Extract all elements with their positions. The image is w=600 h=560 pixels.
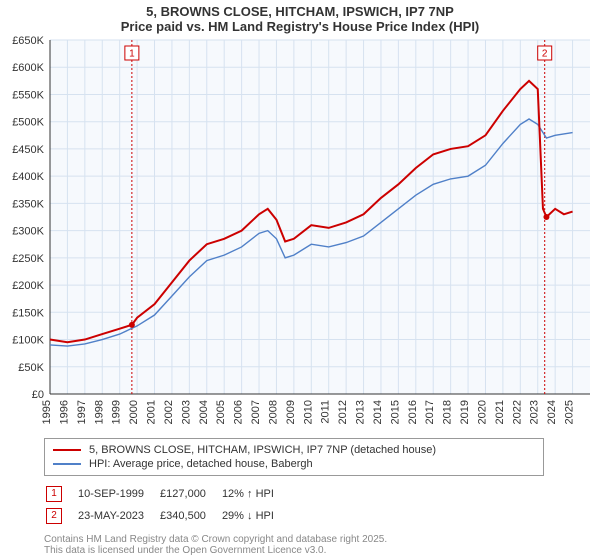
svg-text:2: 2 <box>542 49 548 60</box>
svg-text:£650K: £650K <box>12 35 44 47</box>
sale-row: 2 23-MAY-2023£340,50029% ↓ HPI <box>46 506 288 526</box>
svg-text:2017: 2017 <box>424 400 436 424</box>
sale-price: £127,000 <box>160 484 220 504</box>
sale-row: 1 10-SEP-1999£127,00012% ↑ HPI <box>46 484 288 504</box>
sale-delta: 29% ↓ HPI <box>222 506 288 526</box>
svg-text:2010: 2010 <box>302 400 314 424</box>
svg-text:1998: 1998 <box>93 400 105 424</box>
svg-text:2007: 2007 <box>250 400 262 424</box>
svg-text:2020: 2020 <box>476 400 488 424</box>
legend-label: 5, BROWNS CLOSE, HITCHAM, IPSWICH, IP7 7… <box>89 444 436 456</box>
sale-date: 10-SEP-1999 <box>78 484 158 504</box>
svg-text:2014: 2014 <box>372 400 384 424</box>
svg-text:2011: 2011 <box>320 400 332 424</box>
legend-row: HPI: Average price, detached house, Babe… <box>53 457 535 471</box>
svg-text:2015: 2015 <box>389 400 401 424</box>
svg-text:2006: 2006 <box>233 400 245 424</box>
svg-text:£500K: £500K <box>12 117 44 129</box>
svg-text:£300K: £300K <box>12 226 44 238</box>
svg-text:2005: 2005 <box>215 400 227 424</box>
svg-text:2024: 2024 <box>546 400 558 424</box>
legend-swatch <box>53 463 81 464</box>
svg-text:2004: 2004 <box>198 400 210 424</box>
svg-text:£350K: £350K <box>12 198 44 210</box>
legend-label: HPI: Average price, detached house, Babe… <box>89 458 313 470</box>
svg-text:1997: 1997 <box>76 400 88 424</box>
svg-text:£200K: £200K <box>12 280 44 292</box>
svg-text:2021: 2021 <box>494 400 506 424</box>
svg-text:2009: 2009 <box>285 400 297 424</box>
page-title-line1: 5, BROWNS CLOSE, HITCHAM, IPSWICH, IP7 7… <box>0 4 600 19</box>
legend-swatch <box>53 449 81 451</box>
sale-delta: 12% ↑ HPI <box>222 484 288 504</box>
svg-text:2019: 2019 <box>459 400 471 424</box>
svg-text:£0: £0 <box>32 389 44 401</box>
legend-row: 5, BROWNS CLOSE, HITCHAM, IPSWICH, IP7 7… <box>53 443 535 457</box>
svg-text:2003: 2003 <box>180 400 192 424</box>
svg-text:2012: 2012 <box>337 400 349 424</box>
svg-text:£400K: £400K <box>12 171 44 183</box>
copyright-notice: Contains HM Land Registry data © Crown c… <box>44 534 600 556</box>
sale-badge: 1 <box>46 486 62 502</box>
svg-text:1: 1 <box>129 49 135 60</box>
svg-text:1996: 1996 <box>58 400 70 424</box>
svg-text:£550K: £550K <box>12 89 44 101</box>
sale-date: 23-MAY-2023 <box>78 506 158 526</box>
sales-table: 1 10-SEP-1999£127,00012% ↑ HPI 2 23-MAY-202… <box>44 482 290 528</box>
copyright-line: This data is licensed under the Open Gov… <box>44 545 600 556</box>
sale-price: £340,500 <box>160 506 220 526</box>
svg-text:£50K: £50K <box>18 362 44 374</box>
page-title-line2: Price paid vs. HM Land Registry's House … <box>0 19 600 34</box>
svg-text:2022: 2022 <box>511 400 523 424</box>
svg-text:1999: 1999 <box>111 400 123 424</box>
copyright-line: Contains HM Land Registry data © Crown c… <box>44 534 600 545</box>
svg-text:2001: 2001 <box>146 400 158 424</box>
svg-text:2000: 2000 <box>128 400 140 424</box>
svg-text:1995: 1995 <box>41 400 53 424</box>
legend: 5, BROWNS CLOSE, HITCHAM, IPSWICH, IP7 7… <box>44 438 544 476</box>
svg-text:£150K: £150K <box>12 307 44 319</box>
svg-text:£450K: £450K <box>12 144 44 156</box>
svg-text:£600K: £600K <box>12 62 44 74</box>
svg-text:2025: 2025 <box>564 400 576 424</box>
svg-text:2013: 2013 <box>355 400 367 424</box>
svg-text:2016: 2016 <box>407 400 419 424</box>
svg-text:2023: 2023 <box>529 400 541 424</box>
sale-badge: 2 <box>46 508 62 524</box>
price-chart: £0 £50K £100K £150K £200K £250K £300K £350K £400… <box>0 34 600 434</box>
svg-text:£250K: £250K <box>12 253 44 265</box>
svg-text:£100K: £100K <box>12 335 44 347</box>
svg-text:2008: 2008 <box>267 400 279 424</box>
svg-text:2002: 2002 <box>163 400 175 424</box>
svg-text:2018: 2018 <box>442 400 454 424</box>
